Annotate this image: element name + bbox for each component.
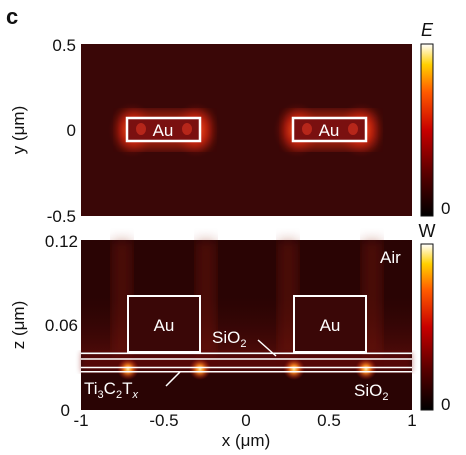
bottom-xtick-3: 0.5: [317, 411, 341, 430]
bottom-hotspot-4: [355, 358, 377, 380]
mxene-label: Ti3C2Tx: [84, 379, 138, 401]
air-label: Air: [380, 248, 401, 267]
top-ylabel: y (μm): [9, 106, 28, 155]
bottom-au-label-left: Au: [154, 316, 175, 335]
top-colorbar-min: 0: [441, 199, 450, 218]
bottom-xtick-2: 0: [241, 411, 250, 430]
bottom-colorbar-title: W: [419, 221, 436, 241]
sio2-spacer-pointer: [257, 339, 277, 357]
bottom-au-blocks: Au Au: [127, 295, 367, 353]
bottom-ytick-2: 0: [61, 401, 70, 420]
bottom-xtick-0: -1: [73, 411, 88, 430]
bottom-au-block-left: [127, 295, 201, 353]
bottom-layer-lines: [81, 352, 412, 373]
top-ytick-1: 0: [67, 121, 76, 140]
top-panel: Au Au 0.5 0 -0.5 y (μm) E 0: [9, 20, 450, 226]
top-ytick-0: 0.5: [52, 36, 76, 55]
sio2-substrate-label: SiO2: [354, 381, 388, 403]
sio2-spacer-label: SiO2: [212, 328, 246, 350]
bottom-hotspot-2: [189, 358, 211, 380]
bottom-xtick-4: 1: [407, 411, 416, 430]
top-ytick-2: -0.5: [47, 207, 76, 226]
bottom-xlabel: x (μm): [222, 431, 271, 450]
bottom-ytick-0: 0.12: [45, 232, 78, 251]
bottom-hotspot-1: [117, 358, 139, 380]
bottom-au-block-right: [293, 295, 367, 353]
top-au-label-left: Au: [153, 121, 174, 140]
top-au-blocks: Au Au: [125, 116, 368, 143]
bottom-xtick-1: -0.5: [149, 411, 178, 430]
top-colorbar-title: E: [421, 20, 434, 40]
bottom-ylabel: z (μm): [9, 301, 28, 350]
bottom-hotspot-3: [283, 358, 305, 380]
top-colorbar: [420, 43, 434, 217]
top-au-block-left: [125, 116, 202, 143]
bottom-ytick-1: 0.06: [45, 316, 78, 335]
bottom-colorbar: [420, 243, 434, 411]
bottom-panel: Au Au Air SiO2 Ti3C2Tx SiO2 0.12 0.06 0 …: [9, 221, 450, 450]
bottom-colorbar-min: 0: [441, 395, 450, 414]
top-au-label-right: Au: [319, 121, 340, 140]
top-au-block-right: [291, 116, 368, 143]
mxene-pointer: [165, 371, 181, 387]
panel-letter: c: [6, 4, 18, 29]
bottom-au-label-right: Au: [320, 316, 341, 335]
